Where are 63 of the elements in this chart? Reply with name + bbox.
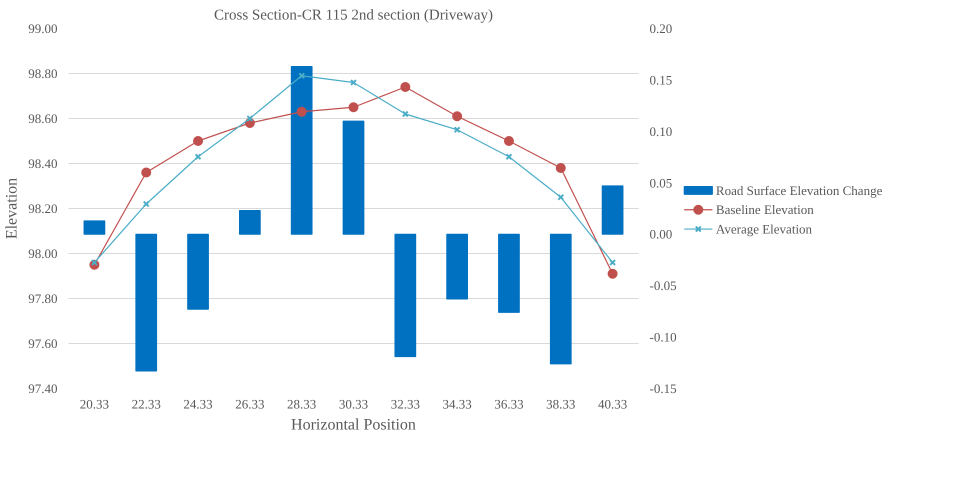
y2-tick-label: 0.20 <box>650 21 672 36</box>
x-tick-label: 40.33 <box>598 396 628 412</box>
chart-title: Cross Section-CR 115 2nd section (Driveway) <box>214 8 494 24</box>
y2-tick-label: -0.10 <box>650 330 677 345</box>
legend-label: Average Elevation <box>716 222 813 237</box>
x-tick-label: 20.33 <box>80 396 110 412</box>
y-tick-label: 98.60 <box>28 111 58 126</box>
bar <box>239 210 261 235</box>
bar <box>342 120 364 235</box>
bar <box>84 220 106 235</box>
x-tick-label: 34.33 <box>442 396 472 412</box>
y2-tick-label: 0.15 <box>650 72 672 88</box>
bar <box>602 185 624 235</box>
bar <box>550 234 572 364</box>
y2-tick-label: -0.15 <box>650 381 677 396</box>
point <box>142 200 150 208</box>
y-tick-label: 98.80 <box>28 66 58 81</box>
bar <box>135 234 158 372</box>
x-tick-label: 30.33 <box>338 396 368 412</box>
point <box>348 102 358 112</box>
y-tick-label: 99.00 <box>28 21 58 36</box>
y-tick-label: 98.20 <box>28 201 58 216</box>
x-tick-label: 26.33 <box>235 396 264 412</box>
y2-tick-label: 0.05 <box>650 175 672 190</box>
x-tick-label: 38.33 <box>546 396 576 412</box>
point <box>402 110 409 118</box>
point <box>298 72 306 80</box>
point <box>350 79 357 86</box>
point <box>296 106 307 117</box>
bar <box>394 234 416 358</box>
point <box>556 163 566 173</box>
bar <box>290 66 313 235</box>
y-tick-label: 98.00 <box>28 246 58 261</box>
x-tick-label: 28.33 <box>287 396 316 412</box>
point <box>454 126 461 134</box>
point <box>608 268 618 279</box>
point <box>141 168 152 178</box>
y-tick-label: 97.60 <box>28 336 58 351</box>
y-tick-label: 97.80 <box>28 291 58 306</box>
bar <box>187 234 209 310</box>
y-axis-title: Elevation <box>3 178 20 240</box>
x-tick-label: 32.33 <box>390 396 420 412</box>
x-axis-title: Horizontal Position <box>291 416 416 434</box>
legend-label: Road Surface Elevation Change <box>716 182 883 198</box>
point <box>504 136 514 146</box>
point <box>194 153 202 160</box>
point <box>505 153 512 160</box>
y2-tick-label: -0.05 <box>650 278 677 294</box>
point <box>452 111 462 122</box>
legend-label: Baseline Elevation <box>716 202 814 218</box>
y-tick-label: 97.40 <box>28 381 58 396</box>
point <box>400 82 410 92</box>
y-tick-label: 98.40 <box>28 156 58 171</box>
y2-tick-label: 0.00 <box>650 226 672 242</box>
point <box>557 194 564 201</box>
bar <box>498 234 520 313</box>
point <box>193 136 204 146</box>
x-tick-label: 22.33 <box>132 396 161 412</box>
x-tick-label: 36.33 <box>494 396 524 412</box>
y2-tick-label: 0.10 <box>650 124 672 139</box>
x-tick-label: 24.33 <box>183 396 213 412</box>
point <box>246 115 254 122</box>
bar <box>446 234 468 300</box>
